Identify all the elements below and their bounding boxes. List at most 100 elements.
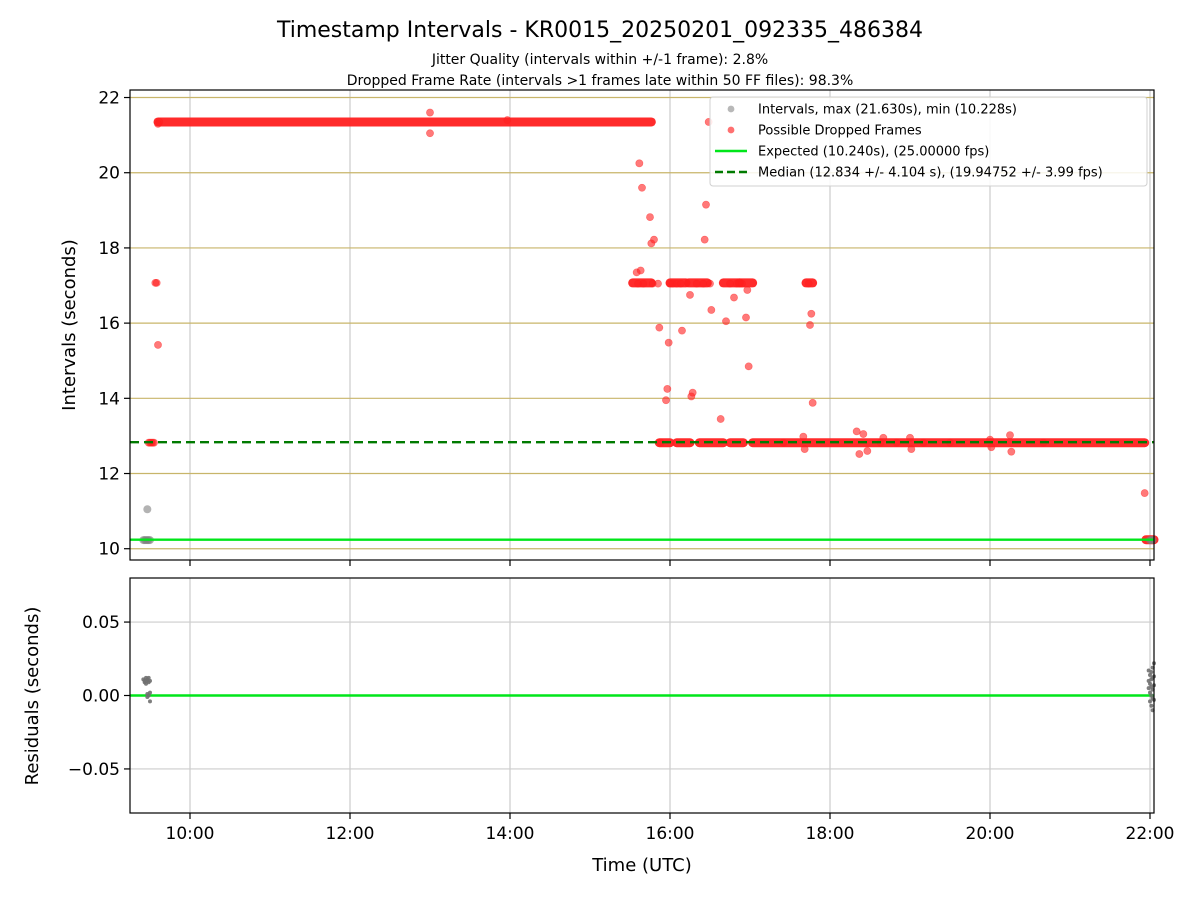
legend-box [709,96,1148,187]
dropped-frame-point [800,445,809,453]
dropped-frame-point [678,326,686,335]
dropped-frame-point [503,116,512,124]
y-tick-label: 14 [98,389,120,409]
residual-point [148,699,152,704]
dropped-frame-point [726,279,734,288]
x-tick-label: 14:00 [486,824,535,844]
dropped-frame-point [744,362,753,371]
dropped-frame-point [688,388,697,397]
dropped-frame-point [426,108,434,117]
legend-label: Intervals, max (21.630s), min (10.228s) [758,103,1017,118]
dropped-frame-point [799,432,808,441]
dropped-frame-point [879,433,888,442]
dropped-frame-point [152,278,161,287]
dropped-frame-point [706,279,714,288]
dropped-frame-point [639,279,648,288]
dropped-frame-point [730,293,738,302]
dropped-frame-point [692,279,701,288]
dropped-frame-point [807,309,816,318]
dropped-frame-point [1007,447,1016,456]
legend-marker [727,126,735,134]
legend: Intervals, max (21.630s), min (10.228s) P… [709,96,1148,187]
dropped-frame-point [699,279,708,288]
residual-point [148,678,152,683]
interval-point [143,505,152,514]
residuals-y-axis-label: Residuals (seconds) [22,607,43,786]
legend-marker [727,105,735,113]
x-tick-label: 22:00 [1126,824,1175,844]
x-tick-label: 16:00 [646,824,695,844]
x-tick-label: 10:00 [166,824,215,844]
intervals-y-axis-label: Intervals (seconds) [59,239,80,411]
y-tick-label: 18 [98,239,120,259]
dropped-frame-point [663,385,672,393]
y-tick-label: 12 [98,465,120,485]
chart-subtitle-dropped: Dropped Frame Rate (intervals >1 frames … [347,73,854,89]
residual-points [141,661,1156,713]
dropped-frame-point [742,313,750,322]
y-tick-label: 0.05 [82,613,120,633]
intervals-y-ticks: 10 12 14 16 18 20 22 [98,89,1151,566]
dropped-frame-point [426,129,434,138]
dropped-frame-point [855,450,864,458]
chart-subtitle-jitter: Jitter Quality (intervals within +/-1 fr… [431,52,768,68]
dropped-frame-point [852,427,861,436]
dropped-frame-point [806,321,814,329]
dropped-frame-point [1140,489,1149,497]
dropped-frame-point [863,447,872,455]
dropped-frame-point [650,235,658,244]
x-tick-label: 12:00 [326,824,375,844]
y-tick-label: 16 [98,314,120,334]
y-tick-label: 22 [98,89,120,109]
dropped-frame-point [654,279,662,288]
dropped-frame-point [804,279,813,288]
dropped-frame-point [664,338,673,347]
y-tick-label: −0.05 [68,760,120,780]
dropped-frame-point [686,291,694,299]
dropped-frame-point [702,200,710,209]
dropped-frame-point [722,317,730,326]
dropped-frame-point [743,286,752,294]
intervals-panel: 10 12 14 16 18 20 22 Intervals (seconds) Inter… [59,89,1159,566]
dropped-frame-point [646,213,654,221]
dropped-frame-point [676,279,685,288]
residual-point [1149,703,1154,708]
intervals-grid [130,90,1154,560]
dropped-frame-point [155,118,164,126]
y-tick-label: 10 [98,540,120,560]
dropped-frame-point [707,306,716,314]
dropped-frame-point [1006,431,1014,440]
x-tick-label: 20:00 [966,824,1015,844]
dropped-frame-point [716,415,725,423]
dropped-frame-point [655,323,664,332]
residual-point [148,690,152,695]
dropped-frame-point [808,398,817,407]
dropped-frame-point [700,235,709,244]
x-tick-label: 18:00 [806,824,855,844]
residual-point [1148,699,1152,704]
dropped-frame-point [636,266,645,275]
dropped-frame-point [907,445,916,453]
dropped-frame-point [906,433,914,442]
dropped-frame-point [635,159,644,168]
dropped-frame-point [987,443,996,452]
interval-points [139,108,1157,545]
residuals-panel: 0.05 0.00 −0.05 10:00 12:00 14:00 16:00 18:00 2… [22,577,1175,876]
dropped-frame-point [738,279,746,288]
legend-label: Median (12.834 +/- 4.104 s), (19.94752 +… [758,166,1103,181]
residuals-y-ticks: 0.05 0.00 −0.05 [68,613,130,780]
dropped-frame-point [154,341,162,349]
time-x-ticks: 10:00 12:00 14:00 16:00 18:00 20:00 22:00 [166,813,1175,844]
y-tick-label: 0.00 [82,687,120,707]
chart-title: Timestamp Intervals - KR0015_20250201_09… [276,18,923,43]
y-tick-label: 20 [98,164,120,184]
reference-lines [130,440,1154,541]
residual-point [1149,670,1154,674]
intervals-axes-frame [129,89,1155,561]
x-axis-label: Time (UTC) [591,855,692,876]
legend-label: Expected (10.240s), (25.00000 fps) [758,145,989,160]
dropped-frame-point [859,430,868,438]
dropped-frame-point [662,396,670,405]
